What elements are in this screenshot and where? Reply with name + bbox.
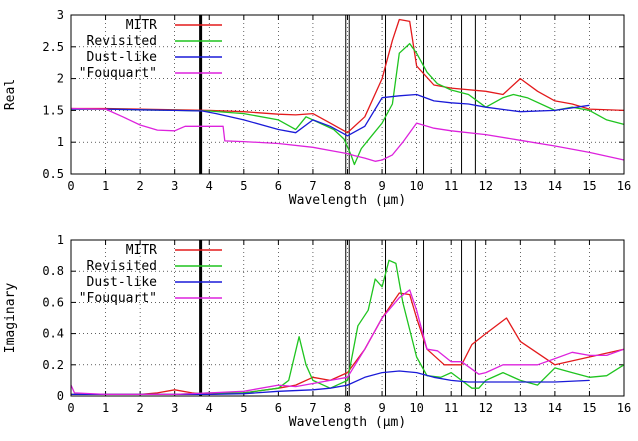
x-tick-label: 5 [240,401,247,415]
legend-label-mitr: MITR [126,18,157,33]
legend-label-revisited: Revisited [87,34,157,49]
x-tick-label: 6 [275,401,282,415]
legend-label-fouquart: "Fouquart" [79,66,157,81]
x-tick-label: 10 [409,401,423,415]
x-tick-label: 0 [67,401,74,415]
x-tick-label: 9 [378,401,385,415]
series-line-revisited [71,42,625,166]
x-tick-label: 4 [206,179,213,193]
x-tick-label: 2 [137,401,144,415]
y-tick-label: 1 [57,135,64,149]
legend-label-revisited: Revisited [87,259,157,274]
x-tick-label: 16 [617,401,631,415]
y-tick-label: 3 [57,8,64,22]
y-tick-label: 1 [57,233,64,247]
x-tick-label: 3 [171,179,178,193]
x-tick-label: 10 [409,179,423,193]
y-axis-label: Imaginary [3,283,18,354]
x-tick-label: 12 [479,179,493,193]
imaginary-part-chart: 0 1 2 3 4 5 6 7 8 9 10 11 12 13 14 15 1600.20.40.60.81MI… [3,233,631,430]
x-tick-label: 3 [171,401,178,415]
legend-label-dust-like: Dust-like [87,275,158,290]
series-line-fouquart [70,289,625,396]
x-tick-label: 16 [617,179,631,193]
series-line-revisited [71,259,625,396]
y-tick-label: 0.8 [42,264,64,278]
x-tick-label: 13 [513,401,527,415]
x-tick-label: 1 [102,179,109,193]
y-tick-label: 2.5 [42,40,64,54]
y-tick-label: 0.6 [42,295,64,309]
x-tick-label: 11 [444,401,458,415]
y-axis-label: Real [3,79,18,110]
x-tick-label: 15 [582,179,596,193]
x-tick-label: 2 [137,179,144,193]
x-tick-label: 7 [309,401,316,415]
x-axis-label: Wavelength (µm) [289,193,406,208]
legend-label-fouquart: "Fouquart" [79,291,157,306]
y-tick-label: 0.2 [42,358,64,372]
x-tick-label: 8 [344,401,351,415]
series-line-fouquart [70,107,625,162]
x-tick-label: 0 [67,179,74,193]
y-tick-label: 0.4 [42,327,64,341]
legend-label-mitr: MITR [126,243,157,258]
series-line-dust-like [71,93,590,137]
x-tick-label: 9 [378,179,385,193]
plot-frame [70,14,625,175]
real-part-chart: 0 1 2 3 4 5 6 7 8 9 10 11 12 13 14 15 160.511.522.53MITR… [3,8,631,208]
x-tick-label: 11 [444,179,458,193]
y-tick-label: 1.5 [42,103,64,117]
y-tick-label: 0 [57,389,64,403]
x-tick-label: 13 [513,179,527,193]
y-tick-label: 0.5 [42,167,64,181]
series-line-mitr [71,18,625,134]
x-tick-label: 8 [344,179,351,193]
y-tick-label: 2 [57,72,64,86]
x-axis-label: Wavelength (µm) [289,415,406,430]
x-tick-label: 14 [548,179,562,193]
plot-frame [70,239,625,397]
x-tick-label: 1 [102,401,109,415]
x-tick-label: 12 [479,401,493,415]
x-tick-label: 4 [206,401,213,415]
series-line-dust-like [71,370,590,396]
x-tick-label: 7 [309,179,316,193]
x-tick-label: 14 [548,401,562,415]
x-tick-label: 15 [582,401,596,415]
x-tick-label: 6 [275,179,282,193]
legend-label-dust-like: Dust-like [87,50,158,65]
x-tick-label: 5 [240,179,247,193]
